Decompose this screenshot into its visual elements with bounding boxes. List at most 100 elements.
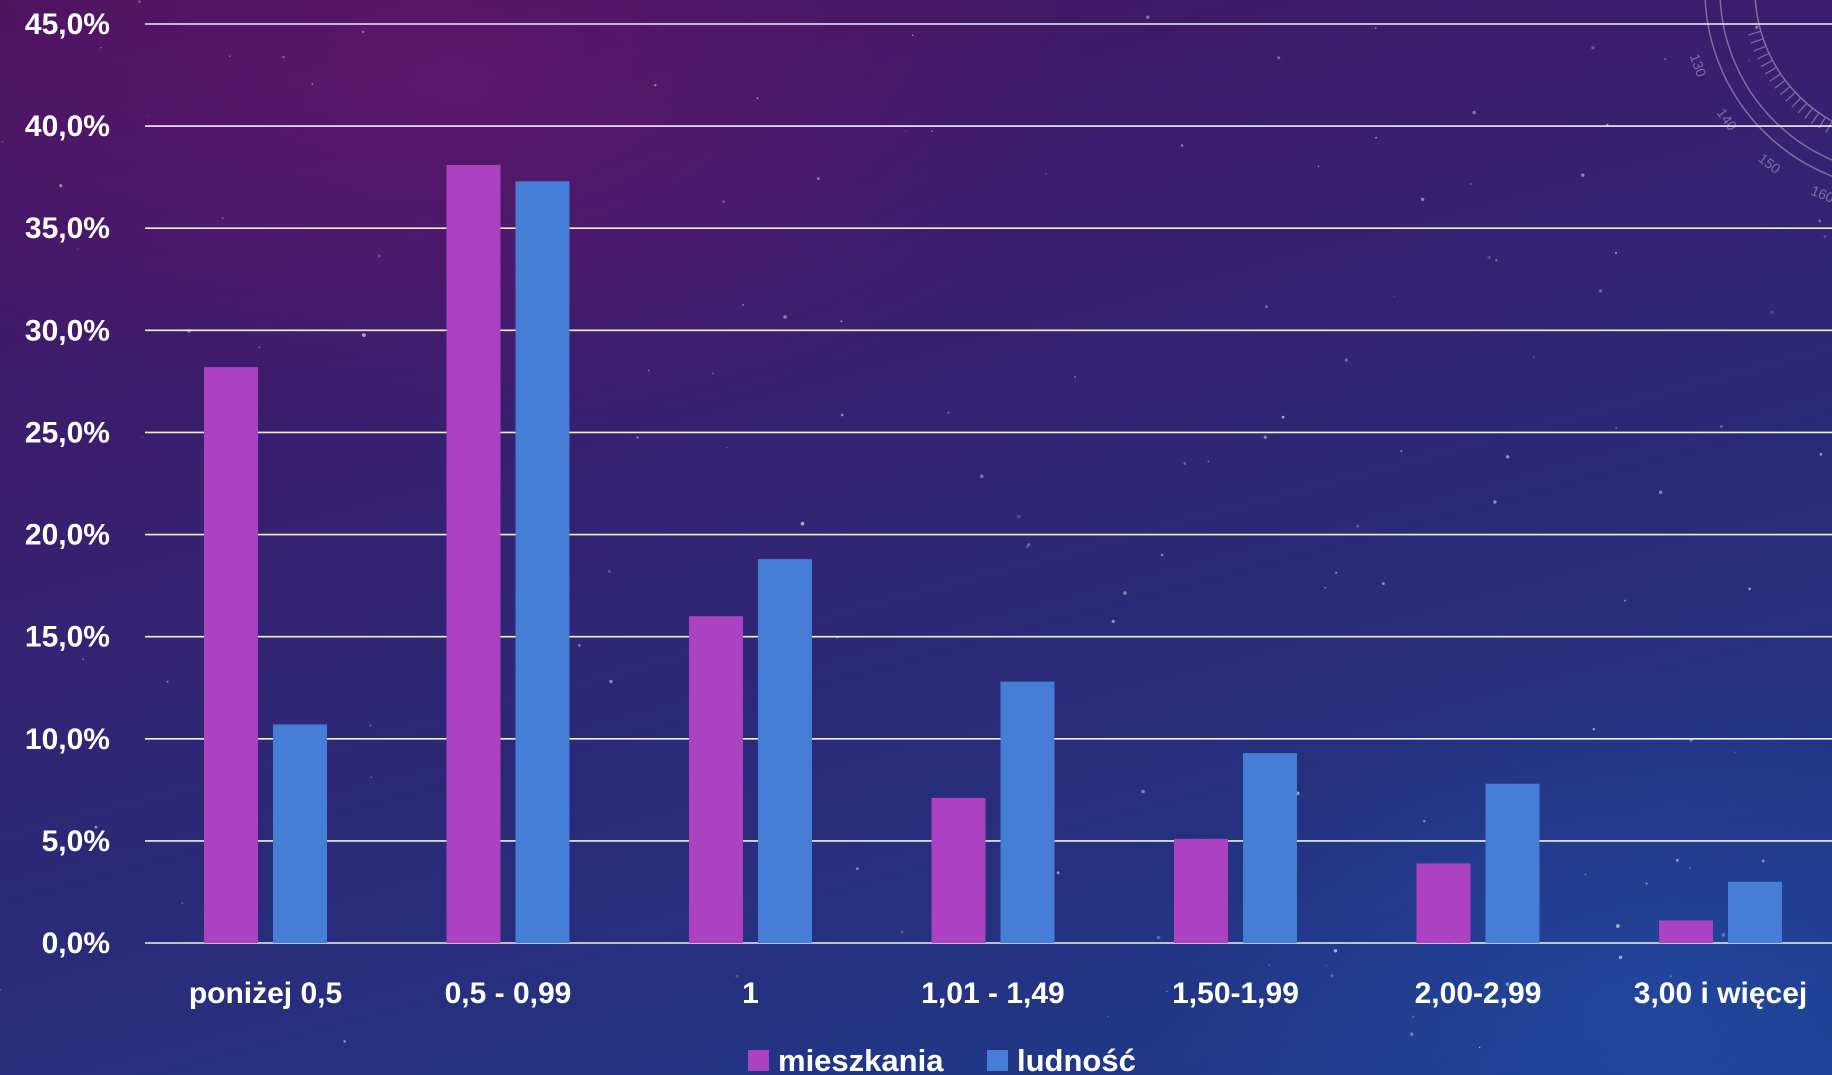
star-dot (1335, 571, 1338, 574)
bar-mieszkania (931, 798, 986, 943)
star-dot (1180, 144, 1184, 147)
bar-ludnosc (1728, 881, 1782, 943)
star-dot (1645, 882, 1648, 885)
dial-number: 150 (1755, 150, 1783, 177)
y-tick-label: 30,0% (25, 314, 110, 347)
star-dot (1183, 462, 1187, 465)
y-tick-label: 45,0% (25, 8, 110, 41)
star-dot (931, 130, 933, 133)
star-dot (1689, 867, 1691, 869)
star-dot (1591, 46, 1595, 50)
y-tick-label: 25,0% (25, 416, 110, 449)
dial-tick (1769, 73, 1781, 82)
star-dot (59, 184, 63, 188)
star-dot (1734, 751, 1737, 754)
star-dot (1469, 183, 1472, 185)
star-dot (840, 413, 844, 417)
bar-ludnosc (1243, 753, 1297, 943)
dial-tick (1764, 66, 1777, 75)
x-axis-ticks: poniżej 0,5 0,5 - 0,99 1 1,01 - 1,49 1,50-1,… (189, 977, 1807, 1010)
star-dot (1581, 173, 1585, 177)
bar-ludnosc (1000, 681, 1055, 943)
star-dot (0, 988, 2, 991)
star-dot (1317, 165, 1320, 167)
bar-mieszkania (1416, 863, 1471, 943)
gridlines (145, 23, 1832, 944)
bar-ludnosc (515, 181, 570, 944)
y-axis-ticks: 0,0% 5,0% 10,0% 15,0% 20,0% 25,0% 30,0% 35,0% 40… (25, 8, 110, 960)
bar-ludnosc (758, 559, 812, 943)
star-dot (1123, 591, 1127, 595)
star-dot (1400, 450, 1403, 453)
star-dot (636, 436, 639, 439)
star-dot (146, 115, 148, 118)
star-dot (1264, 305, 1269, 309)
star-dot (1616, 924, 1620, 928)
star-dot (282, 55, 285, 59)
star-dot (361, 30, 365, 34)
bar-mieszkania (204, 367, 258, 943)
star-dot (1410, 1032, 1414, 1036)
star-dot (735, 974, 739, 978)
star-dot (311, 82, 314, 85)
star-dot (905, 130, 907, 132)
star-dot (258, 346, 261, 349)
star-dot (1025, 545, 1029, 549)
legend-swatch (748, 1050, 769, 1071)
star-dot (1375, 136, 1378, 139)
star-dot (1356, 524, 1360, 528)
star-dot (756, 97, 759, 100)
star-dot (1, 140, 4, 143)
dial-tick (1748, 30, 1761, 36)
legend-swatch (987, 1050, 1008, 1071)
star-dot (1330, 974, 1334, 978)
star-dot (711, 372, 715, 375)
bar-mieszkania (1174, 838, 1228, 943)
star-dot (99, 46, 102, 49)
star-dot (1487, 255, 1491, 260)
dial-tick (1757, 52, 1770, 60)
x-tick-label: 2,00-2,99 (1415, 977, 1542, 1010)
star-dot (722, 200, 726, 203)
star-dot (800, 521, 805, 526)
dial-tick (1785, 91, 1796, 102)
star-dot (1166, 990, 1168, 992)
star-dot (1618, 955, 1623, 960)
dial-tick (1804, 107, 1814, 119)
star-dot (1719, 424, 1723, 429)
star-dot (1721, 933, 1726, 937)
star-dot (783, 315, 787, 319)
star-dot (229, 55, 231, 57)
star-dot (1472, 110, 1476, 115)
star-dot (1344, 358, 1348, 362)
star-dot (166, 680, 169, 683)
star-dot (726, 447, 728, 449)
star-dot (1669, 975, 1672, 978)
star-dot (1393, 295, 1396, 297)
star-dot (816, 177, 820, 181)
star-dot (648, 369, 650, 372)
bars (204, 164, 1782, 944)
star-dot (1592, 727, 1596, 731)
bar-mieszkania (446, 164, 501, 943)
dial-tick (1750, 38, 1764, 44)
star-dot (742, 303, 745, 306)
star-dot (855, 867, 859, 871)
star-dot (1268, 964, 1271, 967)
dial-tick (1779, 85, 1791, 96)
bar-ludnosc (1485, 783, 1540, 943)
star-dot (370, 776, 373, 779)
y-tick-label: 0,0% (42, 927, 110, 960)
dial-number: 140 (1714, 105, 1741, 133)
star-dot (1333, 949, 1338, 953)
x-tick-label: poniżej 0,5 (189, 977, 342, 1010)
dial-tick (1753, 45, 1767, 52)
star-dot (377, 254, 382, 258)
legend-label: ludność (1017, 1043, 1136, 1075)
star-dot (82, 658, 84, 661)
bar-ludnosc (273, 724, 327, 943)
dial-tick (1760, 59, 1773, 68)
star-dot (362, 333, 366, 337)
star-dot (1056, 871, 1060, 875)
star-dot (756, 337, 759, 339)
